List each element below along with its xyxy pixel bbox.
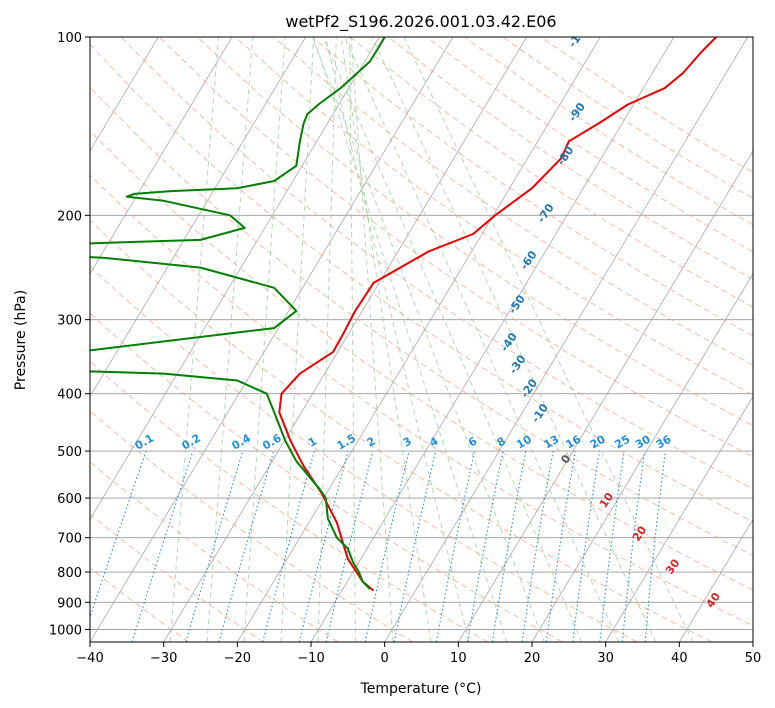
isotherm-line: [90, 37, 159, 152]
y-tick-label: 300: [57, 314, 82, 329]
dry-adiabat-line: [90, 567, 190, 642]
mixing-ratio-line: [621, 451, 646, 642]
dry-adiabat-line: [120, 37, 753, 490]
dry-adiabat-line: [90, 265, 638, 642]
moist-adiabat-line: [323, 37, 583, 642]
mixing-ratio-line: [521, 451, 554, 642]
x-tick-label: 30: [597, 651, 614, 666]
moist-adiabat-line: [280, 37, 315, 642]
y-tick-label: 800: [57, 566, 82, 581]
dewpoint-profile-line: [90, 37, 386, 590]
dry-adiabat-line: [311, 37, 753, 337]
x-tick-label: 10: [450, 651, 467, 666]
isotherm-line: [90, 37, 233, 275]
mixing-ratio-line: [572, 451, 601, 642]
dry-adiabat-line: [197, 37, 753, 427]
y-tick-label: 1000: [49, 623, 82, 638]
isotherm-line: [236, 37, 601, 642]
isotherm-line: [163, 37, 528, 642]
moist-adiabat-line: [344, 37, 620, 642]
dry-adiabat-line: [90, 174, 753, 627]
y-tick-label: 200: [57, 209, 82, 224]
dry-adiabat-line: [90, 360, 488, 642]
axes: −40 −30 −20 −10 0 10 20 30 40 50 100 200 300 400 500 60…: [49, 31, 761, 666]
mixing-ratio-line: [185, 450, 244, 642]
x-tick-label: 50: [745, 651, 762, 666]
dry-adiabat-line: [90, 312, 563, 642]
mixing-ratio-line: [364, 450, 410, 642]
x-axis-label: Temperature (°C): [360, 681, 482, 697]
y-tick-label: 400: [57, 388, 82, 403]
moist-adiabat-line: [311, 37, 545, 642]
chart-title: wetPf2_S196.2026.001.03.42.E06: [285, 12, 556, 32]
dry-adiabat-line: [158, 37, 753, 458]
isotherm-line: [678, 518, 753, 642]
x-tick-label: −10: [297, 651, 324, 666]
moist-adiabat-line: [206, 37, 254, 642]
isotherm-line: [90, 37, 454, 642]
x-tick-label: 0: [381, 651, 389, 666]
y-tick-label: 100: [57, 31, 82, 46]
y-tick-label: 500: [57, 445, 82, 460]
moist-adiabat-line: [350, 37, 394, 642]
mixing-ratio-line: [298, 450, 349, 642]
moist-adiabat-line: [324, 37, 470, 642]
dry-adiabat-line: [90, 513, 264, 642]
mixing-ratio-line: [325, 450, 374, 642]
moist-adiabat-line: [371, 37, 657, 642]
mixing-ratio-line: [545, 451, 576, 642]
x-tick-label: 40: [671, 651, 688, 666]
mixing-ratio-line: [599, 451, 625, 642]
y-tick-label: 700: [57, 532, 82, 547]
isotherm-line: [457, 150, 753, 642]
y-tick-label: 900: [57, 596, 82, 611]
dry-adiabat-line: [349, 37, 753, 308]
isotherm-line: [310, 37, 675, 642]
y-axis-label: Pressure (hPa): [13, 290, 29, 390]
mixing-ratio-line: [262, 450, 315, 642]
moist-adiabat-line: [169, 37, 219, 642]
mixing-ratio-line: [218, 450, 275, 642]
x-tick-label: −20: [224, 651, 251, 666]
isotherm-line: [90, 37, 380, 520]
moist-adiabat-line: [317, 37, 337, 642]
profile-lines: [90, 37, 717, 592]
dry-adiabat-line: [90, 219, 712, 642]
isotherm-line: [605, 395, 753, 642]
plot-frame: [89, 36, 754, 643]
y-tick-label: 600: [57, 492, 82, 507]
moist-adiabat-line: [340, 37, 432, 642]
mixing-ratio-line: [644, 451, 666, 642]
mixing-ratio-line: [131, 450, 194, 642]
x-tick-label: 20: [524, 651, 541, 666]
x-tick-label: −40: [76, 651, 103, 666]
moist-adiabat-line: [349, 37, 356, 642]
background-lines: [90, 37, 753, 642]
x-tick-label: −30: [150, 651, 177, 666]
moist-adiabat-line: [312, 37, 508, 642]
moist-adiabat-line: [243, 37, 286, 642]
isotherm-line: [531, 272, 753, 642]
mixing-ratio-line: [393, 450, 437, 642]
